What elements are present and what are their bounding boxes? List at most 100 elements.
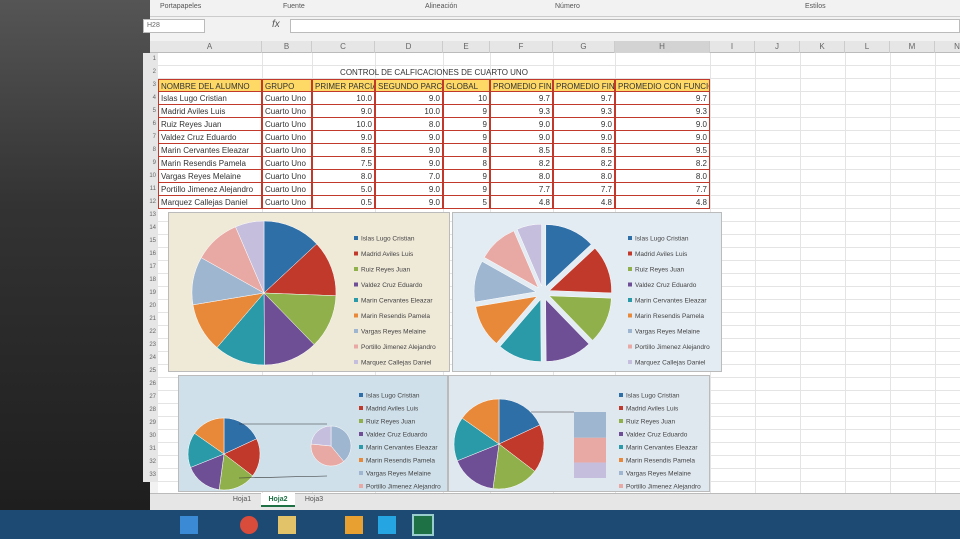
table-cell: 9.0 <box>312 105 375 118</box>
pie-slice <box>548 247 612 294</box>
chart[interactable]: Islas Lugo Cristian Madrid Aviles Luis Rui… <box>168 212 450 372</box>
table-header: GLOBAL <box>443 79 490 92</box>
table-cell: 9.0 <box>615 118 710 131</box>
formula-input[interactable] <box>290 19 960 33</box>
table-cell: 9.0 <box>375 157 443 170</box>
row-header: 16 <box>143 248 158 261</box>
pie-slice <box>498 424 545 472</box>
table-cell: 9.3 <box>490 105 553 118</box>
row-header: 1 <box>143 53 158 66</box>
legend-swatch <box>628 267 632 271</box>
table-cell: 7.7 <box>490 183 553 196</box>
table-cell: 8.0 <box>312 170 375 183</box>
legend-label: Vargas Reyes Melaine <box>361 329 426 336</box>
table-cell: 8.2 <box>553 157 615 170</box>
legend-swatch <box>359 445 363 449</box>
table-cell: 9.0 <box>375 131 443 144</box>
table-cell: Ruiz Reyes Juan <box>158 118 262 131</box>
legend-label: Islas Lugo Cristian <box>361 236 415 243</box>
legend-label: Madrid Aviles Luis <box>361 251 414 258</box>
table-cell: 8.0 <box>375 118 443 131</box>
sheet-tab[interactable]: Hoja2 <box>261 493 295 507</box>
table-cell: Cuarto Uno <box>262 196 312 209</box>
legend-label: Valdez Cruz Eduardo <box>635 282 697 289</box>
legend-label: Valdez Cruz Eduardo <box>361 282 423 289</box>
folder-icon[interactable] <box>278 516 296 534</box>
table-cell: Marin Resendis Pamela <box>158 157 262 170</box>
table-header: PROMEDIO CON FUNCION <box>615 79 710 92</box>
legend-swatch <box>619 471 623 475</box>
app-icon[interactable] <box>345 516 363 534</box>
table-cell: 9.0 <box>312 131 375 144</box>
pie-slice <box>310 443 345 467</box>
column-header: F <box>490 41 553 53</box>
legend-label: Portillo Jimenez Alejandro <box>361 344 436 351</box>
ribbon-group-label: Fuente <box>283 3 305 10</box>
column-header: K <box>800 41 845 53</box>
grid-line <box>935 53 936 493</box>
legend-label: Ruiz Reyes Juan <box>361 267 411 274</box>
ribbon-group-label: Portapapeles <box>160 3 202 10</box>
legend-swatch <box>619 458 623 462</box>
legend-label: Valdez Cruz Eduardo <box>366 432 428 439</box>
pie-slice <box>263 243 337 297</box>
row-header: 13 <box>143 209 158 222</box>
table-cell: 9.3 <box>615 105 710 118</box>
table-cell: 9 <box>443 105 490 118</box>
table-cell: 7.7 <box>553 183 615 196</box>
chart[interactable]: Islas Lugo Cristian Madrid Aviles Luis Rui… <box>178 375 448 492</box>
start-button[interactable] <box>180 516 198 534</box>
table-cell: 8 <box>443 157 490 170</box>
legend-swatch <box>354 236 358 240</box>
legend-label: Madrid Aviles Luis <box>626 406 679 413</box>
sheet-tab[interactable]: Hoja3 <box>304 496 324 503</box>
row-header: 23 <box>143 339 158 352</box>
table-cell: 8.0 <box>553 170 615 183</box>
grid-line <box>158 65 960 66</box>
taskbar <box>0 510 960 539</box>
column-header: E <box>443 41 490 53</box>
row-header: 33 <box>143 469 158 482</box>
table-cell: Portillo Jimenez Alejandro <box>158 183 262 196</box>
table-cell: 8 <box>443 144 490 157</box>
legend-swatch <box>619 484 623 488</box>
table-cell: 8.5 <box>312 144 375 157</box>
chart[interactable]: Islas Lugo Cristian Madrid Aviles Luis Rui… <box>452 212 722 372</box>
pie-slice <box>498 398 541 445</box>
legend-label: Madrid Aviles Luis <box>366 406 419 413</box>
grid-line <box>755 53 756 493</box>
table-cell: 9 <box>443 118 490 131</box>
legend-swatch <box>359 432 363 436</box>
sheet-tab[interactable]: Hoja1 <box>232 496 252 503</box>
table-cell: 5 <box>443 196 490 209</box>
table-cell: Cuarto Uno <box>262 183 312 196</box>
excel-icon[interactable] <box>412 514 434 536</box>
skype-icon[interactable] <box>378 516 396 534</box>
monitor-bezel <box>0 0 150 510</box>
legend-swatch <box>628 344 632 349</box>
chart[interactable]: Islas Lugo Cristian Madrid Aviles Luis Rui… <box>448 375 710 492</box>
table-cell: 4.8 <box>553 196 615 209</box>
table-cell: Cuarto Uno <box>262 157 312 170</box>
fx-button[interactable]: fx <box>272 19 280 30</box>
row-header: 32 <box>143 456 158 469</box>
pie-slice <box>545 298 590 362</box>
table-cell: 8.2 <box>490 157 553 170</box>
pie-slice <box>499 298 542 362</box>
row-header: 12 <box>143 196 158 209</box>
name-box[interactable]: H28 <box>143 19 205 33</box>
pie-slice <box>483 230 539 289</box>
pie-slice <box>310 425 332 447</box>
row-header: 30 <box>143 430 158 443</box>
table-cell: 8.5 <box>553 144 615 157</box>
legend-label: Marin Cervantes Eleazar <box>635 298 707 305</box>
table-cell: Marquez Callejas Daniel <box>158 196 262 209</box>
ribbon-group-label: Número <box>555 3 580 10</box>
legend-label: Marin Resendis Pamela <box>635 313 704 320</box>
table-cell: 9.0 <box>490 118 553 131</box>
table-cell: Madrid Aviles Luis <box>158 105 262 118</box>
browser-icon[interactable] <box>240 516 258 534</box>
legend-swatch <box>619 393 623 397</box>
table-cell: 4.8 <box>615 196 710 209</box>
row-header: 11 <box>143 183 158 196</box>
